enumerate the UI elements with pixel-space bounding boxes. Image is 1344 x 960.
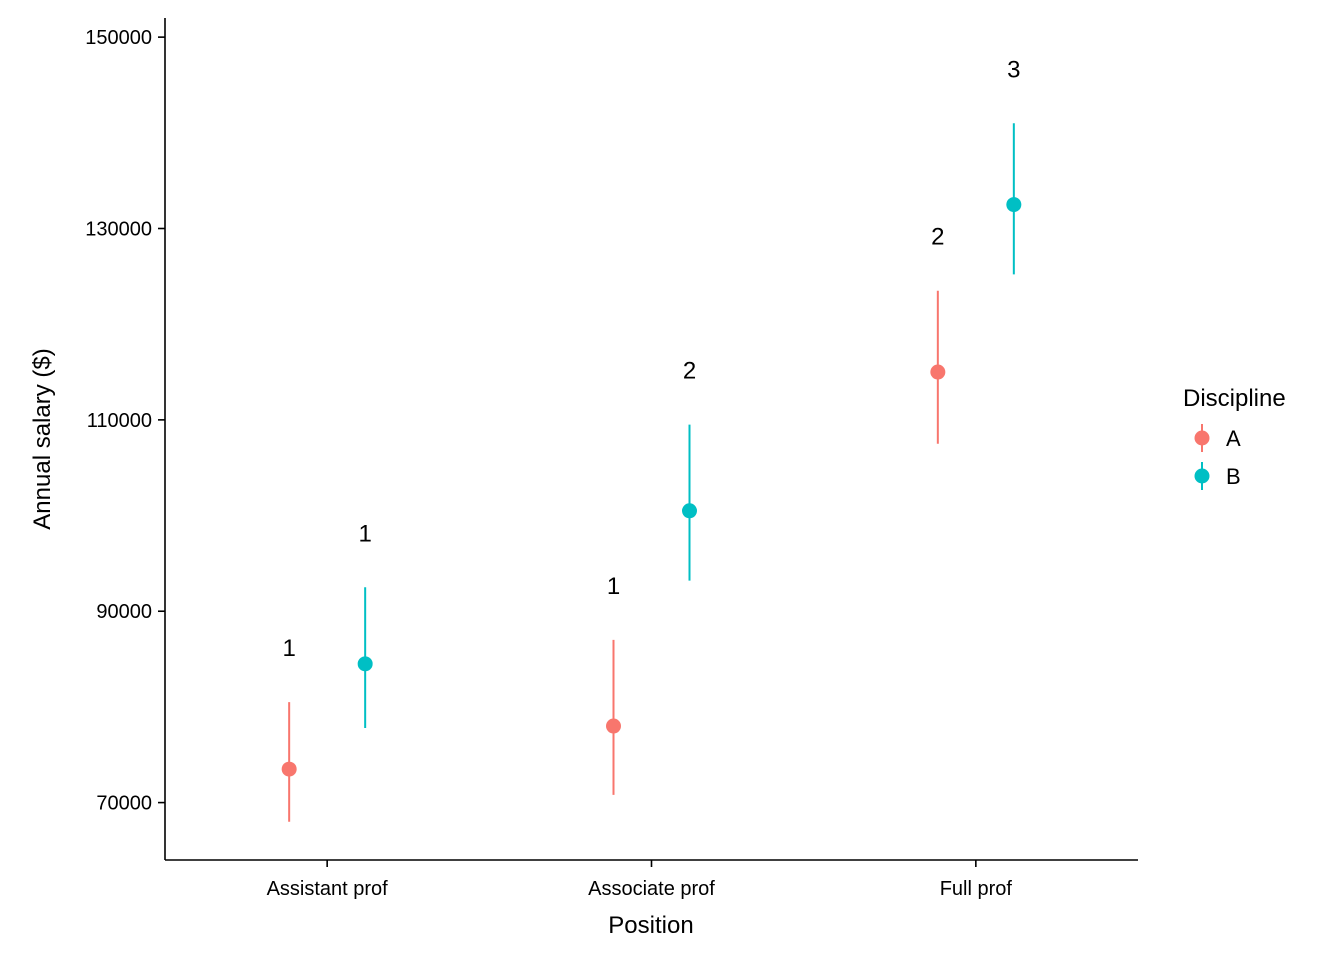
legend-label: A	[1226, 426, 1241, 451]
legend-item-B: B	[1194, 462, 1241, 490]
group-label: 2	[683, 358, 696, 385]
x-tick-label: Associate prof	[588, 878, 715, 900]
group-label: 1	[282, 635, 295, 662]
data-point	[281, 761, 297, 777]
data-point	[1006, 197, 1022, 213]
y-axis-ticks: 70000 90000 110000 130000 150000	[85, 27, 165, 815]
group-label: 2	[931, 224, 944, 251]
group-label: 3	[1007, 56, 1020, 83]
legend-key-point	[1194, 468, 1210, 484]
legend-item-A: A	[1194, 424, 1241, 452]
data-point	[930, 364, 946, 380]
legend-items: AB	[1194, 424, 1241, 490]
plot-area: 1 1 2 1 2 3	[281, 56, 1022, 822]
x-axis-ticks: Assistant prof Associate prof Full prof	[267, 860, 1013, 900]
x-tick-label: Full prof	[940, 878, 1013, 900]
series-B: 1 2 3	[357, 56, 1022, 728]
y-tick-label: 70000	[96, 793, 152, 815]
x-axis-title: Position	[608, 912, 693, 939]
legend-label: B	[1226, 464, 1241, 489]
legend-key-point	[1194, 430, 1210, 446]
group-label: 1	[607, 573, 620, 600]
series-A: 1 1 2	[281, 224, 946, 822]
y-tick-label: 110000	[87, 410, 152, 432]
group-label: 1	[358, 520, 371, 547]
data-point	[682, 503, 697, 519]
data-point	[357, 656, 373, 672]
legend: Discipline AB	[1183, 385, 1286, 490]
data-point	[606, 718, 621, 734]
y-tick-label: 90000	[96, 601, 152, 623]
y-axis-title: Annual salary ($)	[29, 348, 56, 529]
legend-title: Discipline	[1183, 385, 1286, 412]
y-tick-label: 150000	[85, 27, 152, 49]
x-tick-label: Assistant prof	[267, 878, 389, 900]
y-tick-label: 130000	[85, 219, 152, 241]
